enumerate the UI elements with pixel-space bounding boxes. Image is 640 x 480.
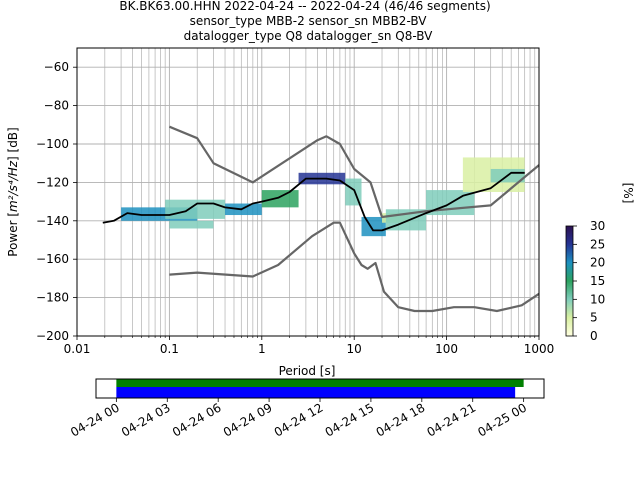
- availability-tick-label: 04-24 15: [323, 400, 377, 439]
- colorbar-gradient: [565, 225, 574, 337]
- y-axis-label-unit: m²/s⁴/Hz: [6, 160, 20, 212]
- x-axis-label: Period [s]: [279, 364, 336, 378]
- y-axis-label-prefix: Power [: [6, 212, 20, 257]
- plot-frame: [76, 47, 540, 337]
- y-axis-ticks: −60 −80 −100 −120 −140 −160 −180 −200: [36, 60, 77, 343]
- x-tick-label: 1: [258, 342, 266, 356]
- new-high-noise-model-line: [168, 125, 540, 219]
- new-low-noise-model-line: [169, 221, 540, 313]
- ppsd-plot: 0.01 0.1 1 10 100 1000 −60 −80 −100 −120 −140 −160…: [6, 47, 555, 378]
- availability-bars: [116, 379, 524, 398]
- y-tick-label: −80: [44, 99, 69, 113]
- colorbar-ticks: 0 5 10 15 20 25 30: [573, 219, 605, 343]
- availability-tick-label: 04-24 03: [119, 400, 173, 439]
- availability-tick-label: 04-24 06: [170, 400, 224, 439]
- x-tick-label: 10: [347, 342, 362, 356]
- y-tick-label: −60: [44, 60, 69, 74]
- availability-tick-label: 04-24 00: [68, 400, 122, 439]
- series-lines: [102, 125, 540, 313]
- density-cell: [261, 190, 299, 208]
- availability-tick-label: 04-24 18: [374, 400, 428, 439]
- colorbar-tick-label: 5: [590, 311, 598, 325]
- grid: [76, 47, 539, 337]
- x-tick-label: 0.1: [160, 342, 179, 356]
- y-tick-label: −180: [36, 291, 69, 305]
- y-tick-label: −140: [36, 214, 69, 228]
- y-tick-label: −120: [36, 175, 69, 189]
- chart-title-line2: sensor_type MBB-2 sensor_sn MBB2-BV: [190, 14, 428, 28]
- x-tick-label: 1000: [524, 342, 555, 356]
- colorbar-tick-label: 10: [590, 292, 605, 306]
- x-tick-label: 0.01: [64, 342, 91, 356]
- colorbar: 0 5 10 15 20 25 30 [%]: [565, 183, 635, 343]
- colorbar-tick-label: 20: [590, 256, 605, 270]
- y-tick-label: −100: [36, 137, 69, 151]
- mean-psd-line: [102, 171, 525, 232]
- y-axis-label-suffix: ] [dB]: [6, 127, 20, 161]
- chart-title-line1: BK.BK63.00.HHN 2022-04-24 -- 2022-04-24 …: [119, 0, 490, 13]
- chart-title-line3: datalogger_type Q8 datalogger_sn Q8-BV: [184, 29, 434, 43]
- availability-bar-segments: [116, 387, 516, 398]
- colorbar-tick-label: 25: [590, 237, 605, 251]
- colorbar-tick-label: 0: [590, 329, 598, 343]
- y-tick-label: −160: [36, 252, 69, 266]
- density-cell: [169, 220, 214, 229]
- x-tick-label: 100: [435, 342, 458, 356]
- colorbar-tick-label: 15: [590, 274, 605, 288]
- colorbar-tick-label: 30: [590, 219, 605, 233]
- availability-tick-label: 04-24 12: [272, 400, 326, 439]
- y-axis-label: Power [m²/s⁴/Hz] [dB]: [6, 127, 20, 256]
- availability-tick-label: 04-24 09: [221, 400, 275, 439]
- y-tick-label: −200: [36, 329, 69, 343]
- colorbar-label: [%]: [621, 183, 635, 204]
- x-axis-ticks: 0.01 0.1 1 10 100 1000: [64, 336, 555, 356]
- availability-bar-data: [116, 379, 524, 387]
- density-cell: [165, 199, 226, 219]
- availability-tick-label: 04-24 21: [425, 400, 479, 439]
- availability-tick-label: 04-25 00: [475, 400, 529, 439]
- density-cell: [225, 203, 262, 216]
